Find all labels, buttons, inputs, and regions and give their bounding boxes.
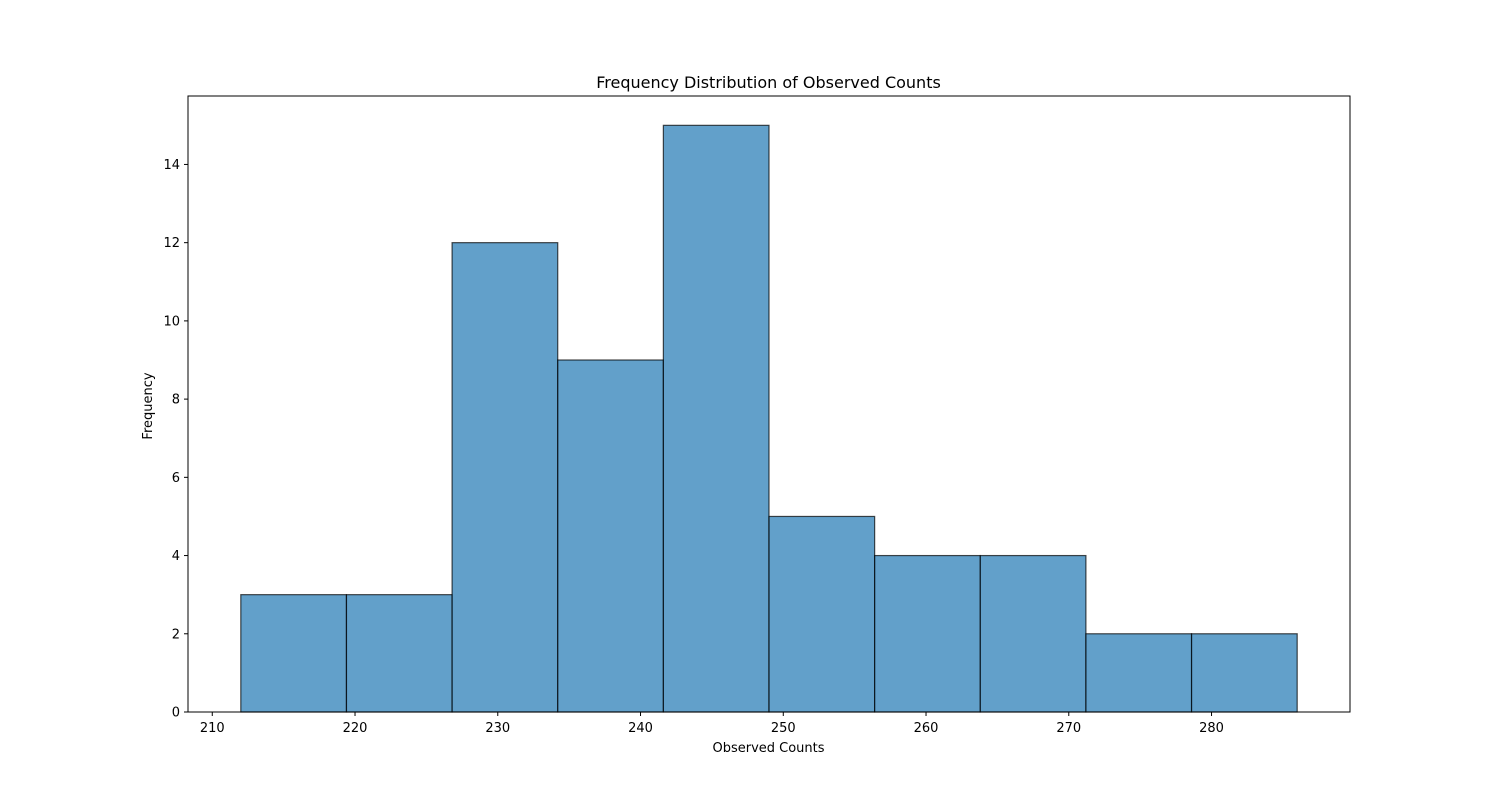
x-tick-label: 270 xyxy=(1056,721,1081,736)
histogram-bar xyxy=(451,242,559,713)
x-tick-label: 260 xyxy=(914,721,939,736)
y-axis: 0 2 4 6 8 10 12 14 xyxy=(163,158,188,721)
x-tick-label: 220 xyxy=(343,721,368,736)
y-tick-label: 8 xyxy=(172,393,180,408)
plot-frame xyxy=(187,95,1351,713)
bars-layer xyxy=(240,124,1298,713)
histogram-bar xyxy=(874,554,981,713)
histogram-bar xyxy=(345,594,453,713)
x-tick-label: 230 xyxy=(485,721,510,736)
x-axis-label: Observed Counts xyxy=(712,741,824,756)
x-tick-label: 280 xyxy=(1199,721,1224,736)
y-tick-label: 10 xyxy=(163,314,180,329)
chart-title: Frequency Distribution of Observed Count… xyxy=(596,73,941,92)
x-axis: 210 220 230 240 250 260 270 280 xyxy=(200,712,1224,736)
y-tick-label: 4 xyxy=(172,549,180,564)
y-tick-label: 14 xyxy=(163,158,180,173)
y-tick-label: 2 xyxy=(172,627,180,642)
x-tick-label: 240 xyxy=(628,721,653,736)
histogram-bar xyxy=(1085,633,1193,713)
histogram-bar xyxy=(768,515,876,713)
histogram-bar xyxy=(1190,633,1298,713)
y-tick-label: 6 xyxy=(172,471,180,486)
y-tick-label: 12 xyxy=(163,236,180,251)
y-tick-label: 0 xyxy=(172,706,180,721)
y-axis-label: Frequency xyxy=(141,372,156,439)
x-tick-label: 250 xyxy=(771,721,796,736)
histogram-bar xyxy=(662,124,770,713)
x-tick-label: 210 xyxy=(200,721,225,736)
histogram-bar xyxy=(979,554,1087,713)
histogram-bar xyxy=(557,359,664,713)
histogram-bar xyxy=(240,594,348,713)
